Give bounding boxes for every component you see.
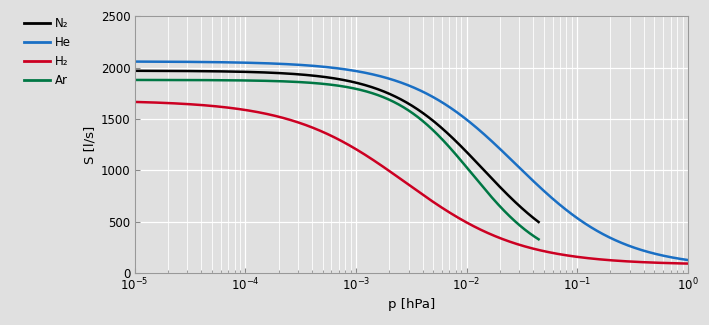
Y-axis label: S [l/s]: S [l/s] [84, 125, 96, 164]
X-axis label: p [hPa]: p [hPa] [388, 298, 435, 311]
Legend: N₂, He, H₂, Ar: N₂, He, H₂, Ar [25, 17, 71, 87]
